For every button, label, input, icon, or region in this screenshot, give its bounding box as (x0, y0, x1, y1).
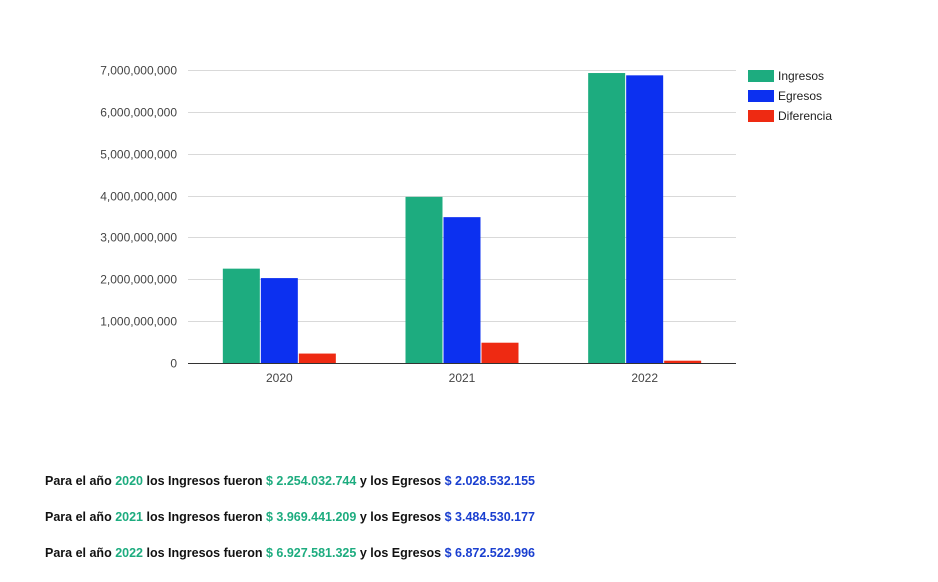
y-tick-label: 6,000,000,000 (100, 106, 177, 120)
y-tick-label: 3,000,000,000 (100, 231, 177, 245)
summary-ingresos: $ 6.927.581.325 (265, 546, 357, 560)
bar-diferencia-2022 (664, 360, 702, 363)
summary-join: y los Egresos (359, 510, 442, 524)
y-tick-label: 2,000,000,000 (100, 273, 177, 287)
y-tick-label: 7,000,000,000 (100, 64, 177, 78)
bar-chart: 0 1,000,000,000 2,000,000,000 3,000,000,000… (100, 64, 832, 386)
y-tick-label: 4,000,000,000 (100, 190, 177, 204)
summary-ingresos: $ 3.969.441.209 (265, 510, 357, 524)
bar-ingresos-2021 (405, 196, 443, 363)
bar-ingresos-2022 (588, 73, 626, 363)
summary-mid: los Ingresos fueron (146, 474, 263, 488)
summary-line-2022: Para el año 2022 los Ingresos fueron $ 6… (45, 546, 535, 560)
legend-label-egresos: Egresos (778, 89, 822, 103)
legend-label-diferencia: Diferencia (778, 109, 832, 123)
summary-ingresos: $ 2.254.032.744 (265, 474, 357, 488)
y-tick-label: 0 (170, 357, 177, 371)
summary-year: 2021 (115, 510, 143, 524)
bar-diferencia-2021 (481, 342, 519, 363)
summary-line-2021: Para el año 2021 los Ingresos fueron $ 3… (45, 510, 535, 524)
summary-join: y los Egresos (359, 546, 442, 560)
bar-diferencia-2020 (298, 353, 336, 363)
summary-year: 2020 (115, 474, 143, 488)
summary-prefix: Para el año (45, 546, 112, 560)
summary-prefix: Para el año (45, 474, 112, 488)
y-tick-label: 1,000,000,000 (100, 315, 177, 329)
legend-swatch-ingresos (748, 70, 774, 82)
bar-egresos-2020 (260, 278, 298, 363)
legend-swatch-diferencia (748, 110, 774, 122)
bar-egresos-2022 (626, 75, 664, 364)
summary-egresos: $ 3.484.530.177 (444, 510, 535, 524)
summary-egresos: $ 6.872.522.996 (444, 546, 535, 560)
x-tick-label: 2020 (266, 371, 293, 385)
summary-prefix: Para el año (45, 510, 112, 524)
summary-year: 2022 (115, 546, 143, 560)
y-tick-label: 5,000,000,000 (100, 148, 177, 162)
summary-mid: los Ingresos fueron (146, 510, 263, 524)
summary-join: y los Egresos (359, 474, 442, 488)
summary-egresos: $ 2.028.532.155 (444, 474, 535, 488)
legend-label-ingresos: Ingresos (778, 69, 824, 83)
x-tick-label: 2022 (631, 371, 658, 385)
legend-swatch-egresos (748, 90, 774, 102)
x-tick-label: 2021 (449, 371, 476, 385)
bar-ingresos-2020 (222, 268, 260, 363)
summary-mid: los Ingresos fueron (146, 546, 263, 560)
summary-line-2020: Para el año 2020 los Ingresos fueron $ 2… (45, 474, 535, 488)
bar-egresos-2021 (443, 217, 481, 363)
